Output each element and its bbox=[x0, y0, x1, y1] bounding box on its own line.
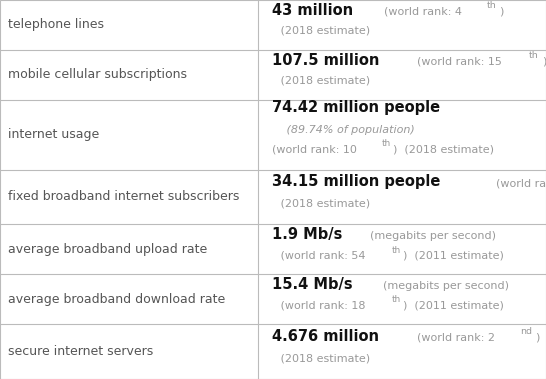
Text: (world rank: 2: (world rank: 2 bbox=[410, 333, 495, 343]
Text: (world rank: 4: (world rank: 4 bbox=[377, 7, 461, 17]
Text: (2018 estimate): (2018 estimate) bbox=[277, 354, 371, 363]
Text: th: th bbox=[391, 295, 401, 304]
Text: th: th bbox=[486, 2, 496, 10]
Text: 4.676 million: 4.676 million bbox=[272, 329, 379, 344]
Text: )  (2011 estimate): ) (2011 estimate) bbox=[403, 250, 505, 260]
Text: ): ) bbox=[535, 333, 539, 343]
Text: fixed broadband internet subscribers: fixed broadband internet subscribers bbox=[8, 191, 240, 204]
Text: th: th bbox=[529, 51, 539, 60]
Text: (89.74% of population): (89.74% of population) bbox=[283, 125, 414, 135]
Text: 15.4 Mb/s: 15.4 Mb/s bbox=[272, 277, 353, 292]
Text: ): ) bbox=[542, 57, 546, 67]
Text: (megabits per second): (megabits per second) bbox=[363, 231, 496, 241]
Text: (world rank: 10: (world rank: 10 bbox=[272, 144, 357, 154]
Text: telephone lines: telephone lines bbox=[8, 19, 104, 31]
Text: (world rank: 15: (world rank: 15 bbox=[411, 57, 502, 67]
Text: th: th bbox=[382, 139, 391, 148]
Text: (world rank: 18: (world rank: 18 bbox=[277, 300, 366, 310]
Text: mobile cellular subscriptions: mobile cellular subscriptions bbox=[8, 68, 187, 81]
Text: (world rank: 54: (world rank: 54 bbox=[277, 250, 366, 260]
Text: )  (2011 estimate): ) (2011 estimate) bbox=[403, 300, 505, 310]
Text: internet usage: internet usage bbox=[8, 128, 99, 141]
Text: (2018 estimate): (2018 estimate) bbox=[277, 199, 371, 209]
Text: )  (2018 estimate): ) (2018 estimate) bbox=[393, 144, 494, 154]
Text: secure internet servers: secure internet servers bbox=[8, 345, 153, 358]
Text: (megabits per second): (megabits per second) bbox=[376, 281, 509, 291]
Text: 74.42 million people: 74.42 million people bbox=[272, 100, 440, 115]
Text: 107.5 million: 107.5 million bbox=[272, 53, 379, 68]
Text: th: th bbox=[391, 246, 401, 255]
Text: 34.15 million people: 34.15 million people bbox=[272, 174, 440, 189]
Text: nd: nd bbox=[520, 327, 532, 336]
Text: (2018 estimate): (2018 estimate) bbox=[277, 26, 371, 36]
Text: 43 million: 43 million bbox=[272, 3, 353, 18]
Text: (world rank: 4: (world rank: 4 bbox=[489, 178, 546, 188]
Text: average broadband upload rate: average broadband upload rate bbox=[8, 243, 207, 256]
Text: average broadband download rate: average broadband download rate bbox=[8, 293, 225, 306]
Text: (2018 estimate): (2018 estimate) bbox=[277, 76, 371, 86]
Text: 1.9 Mb/s: 1.9 Mb/s bbox=[272, 227, 342, 242]
Text: ): ) bbox=[499, 7, 503, 17]
